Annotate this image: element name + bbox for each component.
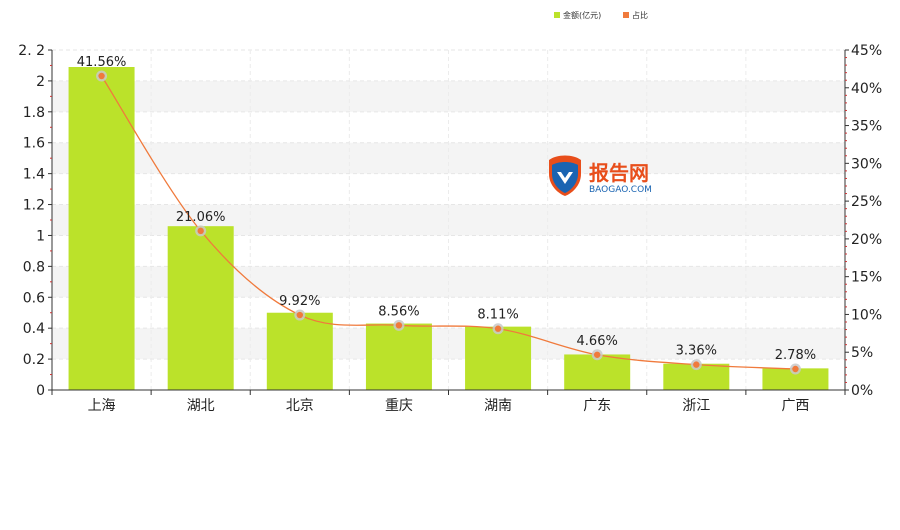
data-label: 8.56% [378,304,419,319]
bar [762,368,829,390]
bar [266,312,333,390]
y-tick-label-left: 0.6 [23,290,45,306]
data-label: 2.78% [775,348,816,363]
x-tick-label: 广东 [583,398,611,414]
line-point [296,311,304,319]
y-tick-label-left: 1.2 [23,198,45,214]
y-tick-label-left: 0 [36,383,45,399]
line-point [494,325,502,332]
y-tick-label-right: 40% [851,81,882,97]
y-tick-label-left: 1.4 [23,167,45,183]
y-tick-label-right: 25% [851,194,882,210]
data-labels: 41.56% 21.06% 9.92% 8.56% 8.11% 4.66% 3.36% 2.7… [77,55,816,363]
y-tick-label-left: 2. 2 [18,43,45,59]
x-tick-label: 重庆 [385,398,413,414]
data-label: 3.36% [676,344,717,359]
line-point [693,361,700,368]
bar [564,354,631,390]
bar [365,323,432,390]
x-tick-label: 湖北 [187,398,215,414]
x-tick-label: 湖南 [484,398,512,414]
line-point [98,72,105,80]
y-tick-label-right: 0% [851,383,873,399]
gridlines [52,49,845,391]
y-tick-label-right: 5% [851,345,873,361]
y-tick-label-right: 20% [851,232,882,248]
line-point [593,351,601,358]
y-tick-label-right: 35% [851,119,882,135]
y-tick-label-right: 45% [851,43,882,59]
legend-swatch [623,12,629,18]
legend: 金额(亿元) 占比 [554,10,648,20]
x-tick-label: 广西 [781,398,809,414]
x-tick-label: 上海 [88,398,116,414]
watermark-brand: 报告网 [589,161,649,185]
axes: 0 0.2 0.4 0.6 0.8 1 1.2 1.4 1.6 1.8 2 2. 2 0% 5% 10% 15… [18,43,882,414]
y-tick-label-right: 10% [851,307,882,323]
legend-label: 金额(亿元) [563,10,601,20]
line-point [792,365,799,373]
line-point [197,227,204,235]
y-tick-label-left: 0.8 [23,259,45,275]
watermark-domain: BAOGAO.COM [589,185,652,195]
data-label: 21.06% [176,210,226,225]
bar [167,226,234,390]
y-tick-label-left: 0.2 [23,352,45,368]
line-point [395,322,403,329]
bar [68,67,135,390]
bar [465,326,532,390]
bar-series [68,67,829,390]
y-tick-label-left: 2 [36,74,45,90]
y-tick-label-left: 1.6 [23,136,45,152]
data-label: 41.56% [77,55,127,70]
x-tick-label: 浙江 [682,398,710,414]
data-label: 8.11% [477,308,518,323]
y-tick-label-right: 30% [851,156,882,172]
y-tick-label-left: 1 [36,228,45,244]
legend-swatch [554,12,560,18]
y-tick-label-left: 1.8 [23,105,45,121]
line-series [96,70,801,375]
y-tick-label-left: 0.4 [23,321,45,337]
x-tick-label: 北京 [286,398,314,414]
data-label: 9.92% [279,294,320,309]
data-label: 4.66% [577,334,618,349]
watermark-logo: 报告网 BAOGAO.COM [549,155,652,196]
legend-label: 占比 [632,10,648,20]
y-tick-label-right: 15% [851,270,882,286]
